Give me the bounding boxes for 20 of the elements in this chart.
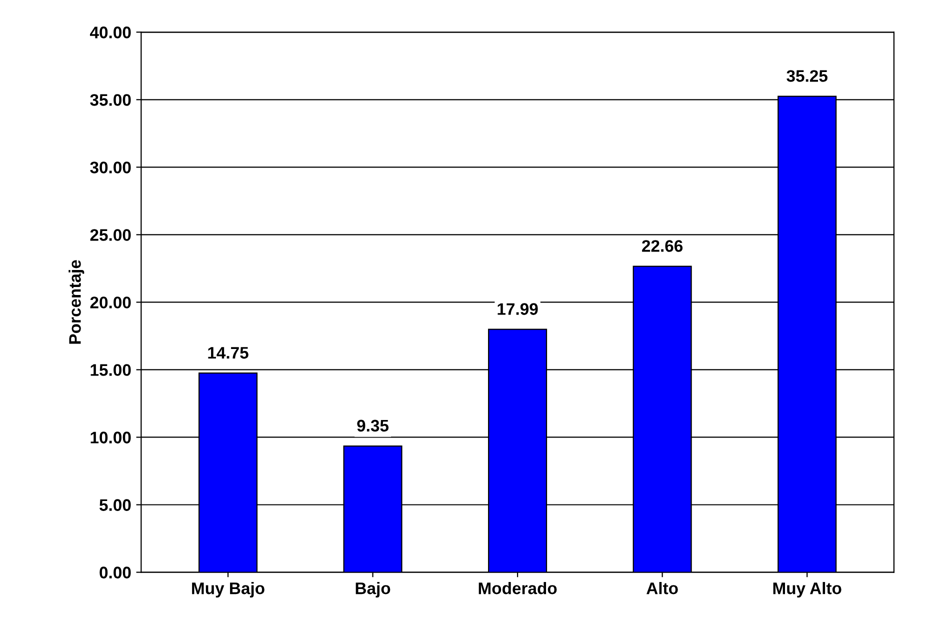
data-label: 14.75 [208, 347, 248, 359]
data-label: 17.99 [498, 303, 538, 315]
y-tick-label: 0.00 [100, 566, 131, 578]
y-axis-title: Porcentaje [68, 260, 84, 344]
y-tick-label: 35.00 [90, 94, 131, 106]
x-tick-label: Bajo [356, 582, 390, 598]
y-tick-label: 5.00 [100, 499, 131, 511]
y-tick-label: 20.00 [90, 296, 131, 308]
data-label: 35.25 [786, 70, 828, 82]
y-tick-label: 15.00 [90, 364, 131, 376]
x-tick-label: Alto [646, 582, 678, 594]
x-tick-label: Muy Bajo [192, 582, 264, 598]
data-label: 22.66 [642, 240, 683, 252]
y-tick-label: 30.00 [90, 162, 131, 174]
y-tick-label: 40.00 [90, 26, 131, 38]
x-tick-label: Muy Alto [773, 582, 842, 598]
x-tick-label: Moderado [478, 582, 557, 594]
y-tick-label: 10.00 [90, 432, 131, 444]
y-tick-label: 25.00 [90, 229, 131, 241]
data-label: 9.35 [357, 420, 389, 432]
